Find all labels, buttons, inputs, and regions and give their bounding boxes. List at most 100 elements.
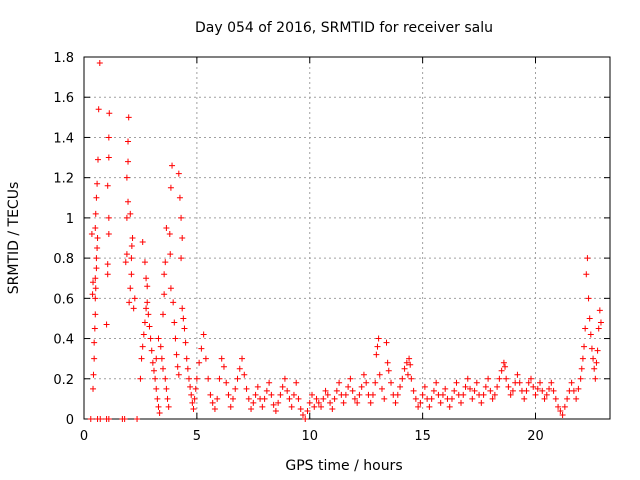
data-point (155, 335, 162, 342)
data-point (143, 305, 150, 312)
data-point (92, 210, 99, 217)
data-point (148, 347, 155, 354)
data-point (401, 365, 408, 372)
y-tick-label: 1 (66, 212, 74, 227)
data-point (138, 355, 145, 362)
data-point (123, 251, 130, 258)
data-point (266, 379, 273, 386)
data-point (507, 391, 514, 398)
data-point (248, 405, 255, 412)
data-point (523, 387, 530, 394)
data-point (539, 387, 546, 394)
data-point (385, 367, 392, 374)
data-point (374, 343, 381, 350)
data-point (200, 331, 207, 338)
data-point (394, 391, 401, 398)
data-point (158, 355, 165, 362)
data-point (137, 375, 144, 382)
data-point (214, 395, 221, 402)
data-point (331, 395, 338, 402)
data-point (184, 365, 191, 372)
data-point (105, 416, 112, 422)
data-point (494, 383, 501, 390)
data-point (128, 243, 135, 250)
data-point (178, 255, 185, 262)
data-point (167, 285, 174, 292)
data-point (149, 359, 156, 366)
data-point (94, 245, 101, 252)
data-point (594, 347, 601, 354)
data-points (87, 60, 604, 422)
data-point (163, 224, 170, 231)
data-point (417, 399, 424, 406)
data-point (175, 371, 182, 378)
x-axis-title: GPS time / hours (285, 458, 402, 474)
data-point (91, 325, 98, 332)
data-point (245, 395, 252, 402)
data-point (555, 403, 562, 410)
data-point (173, 351, 180, 358)
data-point (128, 255, 135, 262)
data-point (154, 395, 161, 402)
y-tick-label: 1.2 (53, 172, 74, 187)
data-point (333, 387, 340, 394)
data-point (172, 335, 179, 342)
data-point (139, 343, 146, 350)
x-tick-label: 20 (527, 429, 544, 444)
data-point (232, 385, 239, 392)
data-point (209, 399, 216, 406)
data-point (354, 399, 361, 406)
data-point (546, 385, 553, 392)
data-point (141, 319, 148, 326)
data-point (104, 271, 111, 278)
data-point (460, 391, 467, 398)
data-point (211, 405, 218, 412)
data-point (91, 339, 98, 346)
data-point (448, 395, 455, 402)
data-point (295, 395, 302, 402)
data-point (426, 403, 433, 410)
data-point (179, 305, 186, 312)
data-point (272, 407, 279, 414)
data-point (559, 411, 566, 418)
data-point (95, 106, 102, 113)
data-point (378, 385, 385, 392)
data-point (236, 365, 243, 372)
data-point (356, 391, 363, 398)
axis-ticks: 0 0.2 0.4 0.6 0.8 1 1.2 1.4 1.6 1.8 0 5 10 15 20 (53, 51, 610, 444)
data-point (561, 403, 568, 410)
data-point (252, 391, 259, 398)
data-point (521, 395, 528, 402)
data-point (489, 395, 496, 402)
data-point (261, 395, 268, 402)
data-point (155, 403, 162, 410)
data-point (223, 379, 230, 386)
data-point (140, 331, 147, 338)
data-point (134, 416, 141, 422)
data-point (525, 379, 532, 386)
data-point (122, 259, 129, 266)
data-point (139, 239, 146, 246)
data-point (96, 60, 103, 67)
y-axis-title: SRMTID / TECUs (6, 182, 22, 295)
data-point (190, 405, 197, 412)
data-point (404, 371, 411, 378)
data-point (104, 182, 111, 189)
data-point (543, 391, 550, 398)
data-point (568, 379, 575, 386)
data-point (105, 134, 112, 141)
data-point (502, 363, 509, 370)
data-point (175, 170, 182, 177)
y-tick-label: 0.2 (53, 373, 74, 388)
data-point (345, 383, 352, 390)
data-point (176, 194, 183, 201)
data-point (500, 359, 507, 366)
data-point (259, 403, 266, 410)
y-tick-label: 0.8 (53, 252, 74, 267)
data-point (582, 325, 589, 332)
data-point (491, 391, 498, 398)
data-point (471, 387, 478, 394)
data-point (467, 385, 474, 392)
data-point (121, 416, 128, 422)
data-point (587, 331, 594, 338)
